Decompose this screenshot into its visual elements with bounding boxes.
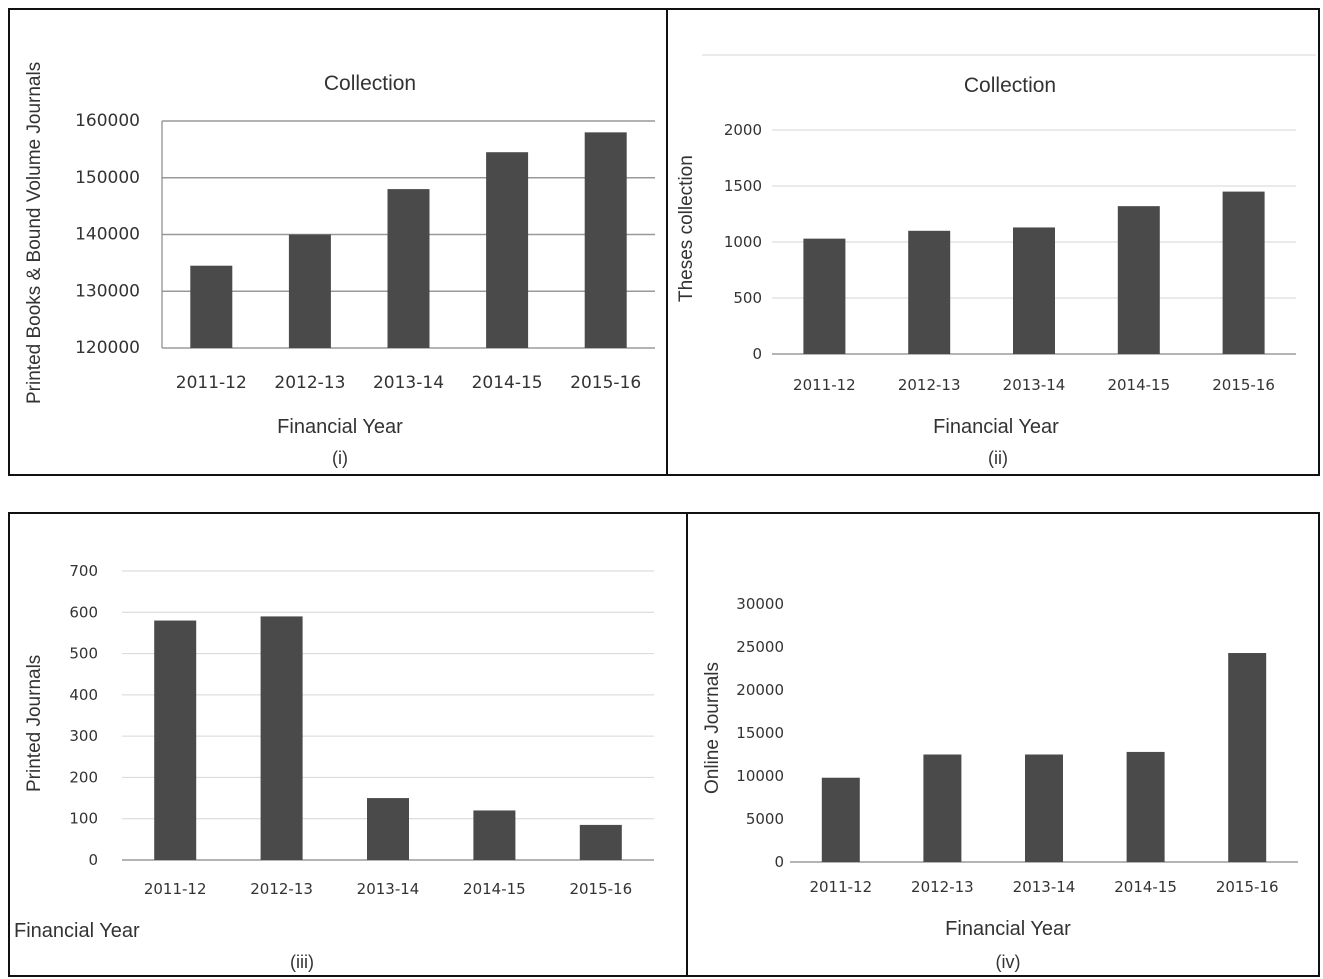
chart-title-1: Collection [323,72,417,95]
bar-4-2015-16 [1228,653,1267,862]
x-tick-label-1-0: 2011-12 [176,373,247,393]
bar-1-2012-13 [288,234,331,348]
x-tick-label-2-1: 2012-13 [898,376,961,394]
chart-title-2: Collection [963,74,1057,97]
chart-svg-4: 0 5000 10000 15000 20000 25000 30000 2011-12 201… [736,595,1298,896]
y-axis-label-4: Online Journals [702,661,723,794]
panel-label-4: (iv) [995,952,1021,972]
bar-1-2014-15 [486,152,529,348]
bar-4-2012-13 [923,754,962,862]
bar-4-2014-15 [1126,751,1165,862]
x-tick-label-1-2: 2013-14 [373,373,444,393]
panel-label-2: (ii) [988,448,1008,468]
x-tick-label-2-4: 2015-16 [1212,376,1275,394]
chart-svg-2: 0 500 1000 1500 2000 2011-12 2012-13 2013-14 201… [702,54,1316,394]
y-tick-label-1-3: 150000 [75,168,140,188]
x-tick-label-1-4: 2015-16 [570,373,641,393]
x-axis-label-3: Financial Year [14,920,140,942]
y-tick-label-2-0: 0 [752,345,762,363]
y-tick-label-1-4: 160000 [75,111,140,131]
y-tick-label-4-0: 0 [774,853,784,871]
x-tick-label-2-2: 2013-14 [1003,376,1066,394]
y-tick-label-3-5: 500 [69,645,98,663]
y-tick-label-3-1: 100 [69,810,98,828]
x-tick-label-3-4: 2015-16 [569,880,632,898]
y-tick-label-3-6: 600 [69,603,98,621]
bar-2-2012-13 [908,230,951,354]
x-tick-label-1-3: 2014-15 [472,373,543,393]
chart-panel-1: 120000 130000 140000 150000 160000 2011-12 201… [8,8,668,476]
chart-panel-2: 0 500 1000 1500 2000 2011-12 2012-13 2013-14 201… [666,8,1320,476]
y-tick-label-1-0: 120000 [75,338,140,358]
chart-panel-4: 0 5000 10000 15000 20000 25000 30000 2011-12 201… [686,512,1320,977]
x-tick-label-2-3: 2014-15 [1107,376,1170,394]
y-tick-label-3-7: 700 [69,562,98,580]
x-axis-label-4: Financial Year [945,918,1071,940]
chart-svg-1: 120000 130000 140000 150000 160000 2011-12 201… [75,111,655,393]
y-tick-label-4-5: 25000 [736,638,784,656]
x-tick-label-3-3: 2014-15 [463,880,526,898]
bar-2-2011-12 [803,238,846,354]
bar-4-2013-14 [1025,754,1063,862]
bar-3-2012-13 [260,616,303,860]
x-tick-label-3-2: 2013-14 [357,880,420,898]
bar-3-2015-16 [579,824,622,860]
y-tick-label-1-2: 140000 [75,225,140,245]
x-tick-label-3-1: 2012-13 [250,880,313,898]
y-tick-label-2-4: 2000 [724,121,762,139]
bar-1-2015-16 [584,132,627,348]
y-tick-label-1-1: 130000 [75,281,140,301]
y-tick-label-4-3: 15000 [736,724,784,742]
bar-2-2014-15 [1117,206,1160,354]
y-tick-label-4-2: 10000 [736,767,784,785]
y-tick-label-3-0: 0 [88,851,98,869]
y-tick-label-4-6: 30000 [736,595,784,613]
y-axis-label-1: Printed Books & Bound Volume Journals [24,61,45,404]
y-tick-label-2-1: 500 [733,289,762,307]
bar-2-2015-16 [1222,191,1265,354]
x-tick-label-4-2: 2013-14 [1013,878,1076,896]
x-tick-label-1-1: 2012-13 [274,373,345,393]
x-tick-label-4-4: 2015-16 [1216,878,1279,896]
chart-svg-3: 0 100 200 300 400 500 600 700 2011-12 2012-13 2013… [69,562,654,898]
y-axis-label-2: Theses collection [676,155,697,302]
x-tick-label-4-0: 2011-12 [809,878,872,896]
x-axis-label-2: Financial Year [933,416,1059,438]
y-tick-label-3-3: 300 [69,727,98,745]
bar-3-2014-15 [473,810,516,860]
panel-label-1: (i) [332,448,348,468]
bar-1-2013-14 [387,189,430,348]
bar-4-2011-12 [821,777,860,862]
y-axis-label-3: Printed Journals [24,654,45,792]
panel-label-3: (iii) [290,952,314,972]
bar-2-2013-14 [1013,227,1055,354]
bar-3-2011-12 [154,620,197,860]
bar-3-2013-14 [367,798,409,860]
y-tick-label-4-1: 5000 [746,810,784,828]
y-tick-label-2-2: 1000 [724,233,762,251]
chart-panel-3: 0 100 200 300 400 500 600 700 2011-12 2012-13 2013… [8,512,690,977]
y-tick-label-4-4: 20000 [736,681,784,699]
x-axis-label-1: Financial Year [277,416,403,438]
y-tick-label-2-3: 1500 [724,177,762,195]
x-tick-label-4-1: 2012-13 [911,878,974,896]
bar-1-2011-12 [190,265,233,348]
y-tick-label-3-4: 400 [69,686,98,704]
x-tick-label-3-0: 2011-12 [144,880,207,898]
x-tick-label-2-0: 2011-12 [793,376,856,394]
y-tick-label-3-2: 200 [69,768,98,786]
x-tick-label-4-3: 2014-15 [1114,878,1177,896]
